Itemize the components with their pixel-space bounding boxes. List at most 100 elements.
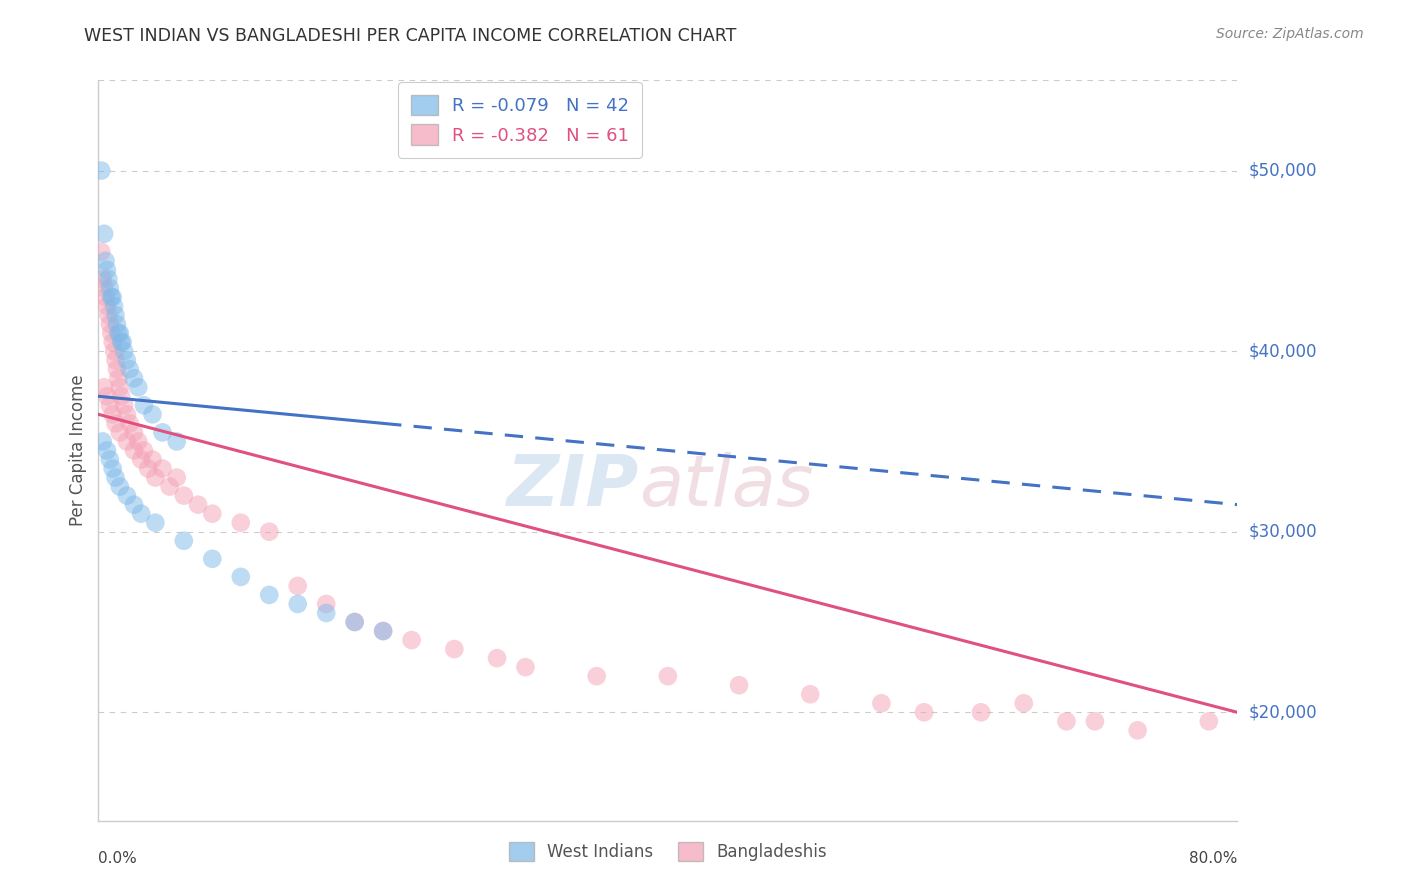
- Point: [1126, 723, 1149, 738]
- Point: [159, 479, 181, 493]
- Point: [100, 290, 122, 304]
- Point: [108, 326, 131, 340]
- Point: [91, 434, 114, 449]
- Point: [259, 588, 281, 602]
- Text: atlas: atlas: [640, 452, 814, 521]
- Point: [111, 335, 134, 350]
- Point: [90, 163, 112, 178]
- Text: $50,000: $50,000: [1249, 161, 1317, 179]
- Point: [166, 470, 188, 484]
- Point: [108, 425, 131, 440]
- Point: [94, 290, 117, 304]
- Point: [94, 253, 117, 268]
- Point: [97, 308, 120, 322]
- Point: [1056, 714, 1078, 729]
- Text: WEST INDIAN VS BANGLADESHI PER CAPITA INCOME CORRELATION CHART: WEST INDIAN VS BANGLADESHI PER CAPITA IN…: [84, 27, 737, 45]
- Point: [122, 425, 145, 440]
- Point: [201, 551, 224, 566]
- Point: [152, 425, 174, 440]
- Point: [96, 443, 118, 458]
- Point: [105, 317, 128, 331]
- Point: [343, 615, 366, 629]
- Point: [141, 452, 163, 467]
- Point: [229, 516, 252, 530]
- Text: 80.0%: 80.0%: [1189, 851, 1237, 866]
- Point: [515, 660, 537, 674]
- Point: [105, 362, 128, 376]
- Point: [122, 443, 145, 458]
- Point: [107, 371, 129, 385]
- Point: [101, 335, 124, 350]
- Point: [96, 263, 118, 277]
- Point: [108, 380, 131, 394]
- Point: [127, 380, 149, 394]
- Point: [201, 507, 224, 521]
- Point: [98, 398, 121, 412]
- Point: [115, 408, 138, 422]
- Text: 0.0%: 0.0%: [98, 851, 138, 866]
- Point: [104, 308, 127, 322]
- Point: [115, 489, 138, 503]
- Point: [129, 507, 152, 521]
- Point: [173, 533, 195, 548]
- Point: [103, 344, 125, 359]
- Point: [315, 597, 337, 611]
- Point: [115, 434, 138, 449]
- Point: [100, 326, 122, 340]
- Point: [315, 606, 337, 620]
- Text: $40,000: $40,000: [1249, 343, 1317, 360]
- Point: [912, 706, 935, 720]
- Legend: West Indians, Bangladeshis: West Indians, Bangladeshis: [502, 835, 834, 868]
- Point: [104, 470, 127, 484]
- Point: [118, 417, 141, 431]
- Point: [90, 244, 112, 259]
- Point: [115, 353, 138, 368]
- Point: [101, 408, 124, 422]
- Point: [970, 706, 993, 720]
- Point: [287, 579, 309, 593]
- Point: [93, 227, 115, 241]
- Point: [122, 498, 145, 512]
- Point: [108, 479, 131, 493]
- Point: [870, 696, 893, 710]
- Point: [152, 461, 174, 475]
- Point: [585, 669, 607, 683]
- Point: [343, 615, 366, 629]
- Point: [486, 651, 509, 665]
- Text: $30,000: $30,000: [1249, 523, 1317, 541]
- Point: [145, 516, 167, 530]
- Point: [166, 434, 188, 449]
- Point: [93, 380, 115, 394]
- Point: [98, 452, 121, 467]
- Point: [122, 371, 145, 385]
- Point: [110, 389, 132, 403]
- Point: [127, 434, 149, 449]
- Point: [97, 272, 120, 286]
- Point: [371, 624, 394, 638]
- Point: [259, 524, 281, 539]
- Point: [657, 669, 679, 683]
- Text: ZIP: ZIP: [508, 452, 640, 521]
- Point: [112, 398, 135, 412]
- Point: [145, 470, 167, 484]
- Point: [112, 344, 135, 359]
- Point: [104, 353, 127, 368]
- Point: [101, 461, 124, 475]
- Point: [110, 335, 132, 350]
- Point: [136, 461, 159, 475]
- Point: [101, 290, 124, 304]
- Point: [96, 389, 118, 403]
- Point: [93, 281, 115, 295]
- Point: [1084, 714, 1107, 729]
- Point: [443, 642, 465, 657]
- Point: [799, 687, 821, 701]
- Point: [173, 489, 195, 503]
- Point: [287, 597, 309, 611]
- Point: [1012, 696, 1035, 710]
- Point: [371, 624, 394, 638]
- Y-axis label: Per Capita Income: Per Capita Income: [69, 375, 87, 526]
- Point: [98, 317, 121, 331]
- Text: Source: ZipAtlas.com: Source: ZipAtlas.com: [1216, 27, 1364, 41]
- Point: [401, 633, 423, 648]
- Point: [96, 299, 118, 313]
